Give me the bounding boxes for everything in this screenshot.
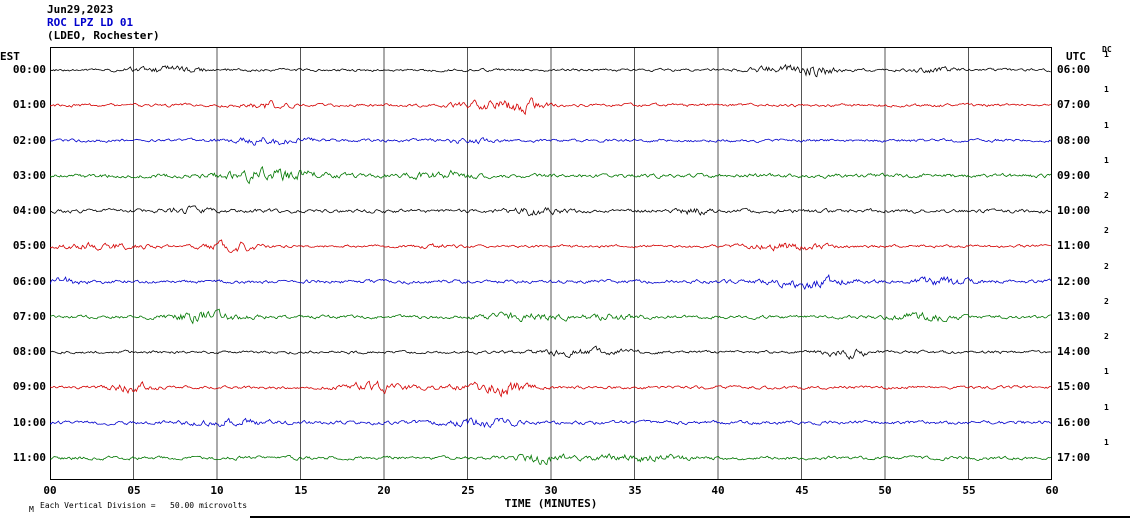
utc-hour-label: 09:00 xyxy=(1057,169,1091,182)
seismic-trace xyxy=(50,205,1051,217)
helicorder-plot xyxy=(50,47,1052,480)
seismic-trace xyxy=(50,274,1052,291)
seismic-trace xyxy=(50,97,1051,116)
dc-column-label: DC xyxy=(1102,45,1112,54)
utc-hour-label: 15:00 xyxy=(1057,380,1091,393)
scale-note: Each Vertical Division = 50.00 microvolt… xyxy=(40,501,248,510)
est-hour-label: 03:00 xyxy=(12,169,46,182)
x-tick-label: 50 xyxy=(878,484,892,497)
bottom-edge-line xyxy=(250,516,1130,518)
right-timezone-label: UTC xyxy=(1066,50,1086,63)
utc-hour-label: 08:00 xyxy=(1057,134,1091,147)
seismic-trace xyxy=(50,239,1051,254)
utc-hour-label: 16:00 xyxy=(1057,416,1091,429)
x-tick-label: 25 xyxy=(461,484,475,497)
x-tick-label: 35 xyxy=(628,484,642,497)
x-tick-label: 20 xyxy=(377,484,391,497)
utc-hour-label: 14:00 xyxy=(1057,345,1091,358)
seismic-trace xyxy=(50,380,1051,398)
plot-border xyxy=(50,47,1052,480)
est-hour-label: 10:00 xyxy=(12,416,46,429)
dc-value: 1 xyxy=(1104,156,1109,165)
x-tick-label: 00 xyxy=(43,484,57,497)
x-tick-label: 60 xyxy=(1045,484,1059,497)
seismic-trace xyxy=(50,308,1051,325)
date-label: Jun29,2023 xyxy=(47,3,114,16)
est-hour-label: 05:00 xyxy=(12,239,46,252)
x-tick-label: 45 xyxy=(795,484,809,497)
est-hour-label: 00:00 xyxy=(12,63,46,76)
x-tick-label: 55 xyxy=(962,484,976,497)
seismic-trace xyxy=(50,417,1052,429)
dc-value: 2 xyxy=(1104,226,1109,235)
dc-value: 1 xyxy=(1104,403,1109,412)
seismic-trace xyxy=(50,165,1052,185)
dc-value: 2 xyxy=(1104,332,1109,341)
dc-value: 1 xyxy=(1104,367,1109,376)
network-label: (LDEO, Rochester) xyxy=(47,29,160,42)
utc-hour-label: 17:00 xyxy=(1057,451,1091,464)
seismic-trace xyxy=(50,137,1052,146)
scale-marker: M xyxy=(29,505,34,514)
utc-hour-label: 06:00 xyxy=(1057,63,1091,76)
x-axis-title: TIME (MINUTES) xyxy=(504,497,598,510)
est-hour-label: 04:00 xyxy=(12,204,46,217)
est-hour-label: 07:00 xyxy=(12,310,46,323)
dc-value: 1 xyxy=(1104,85,1109,94)
x-tick-label: 15 xyxy=(294,484,308,497)
est-hour-label: 02:00 xyxy=(12,134,46,147)
dc-value: 1 xyxy=(1104,438,1109,447)
x-tick-label: 30 xyxy=(544,484,558,497)
dc-value: 1 xyxy=(1104,50,1109,59)
est-hour-label: 09:00 xyxy=(12,380,46,393)
left-timezone-label: EST xyxy=(0,50,20,63)
utc-hour-label: 13:00 xyxy=(1057,310,1091,323)
x-tick-label: 10 xyxy=(210,484,224,497)
est-hour-label: 11:00 xyxy=(12,451,46,464)
x-tick-label: 05 xyxy=(127,484,141,497)
seismic-trace xyxy=(50,63,1051,78)
est-hour-label: 06:00 xyxy=(12,275,46,288)
x-tick-label: 40 xyxy=(711,484,725,497)
seismic-trace xyxy=(50,453,1051,466)
dc-value: 2 xyxy=(1104,297,1109,306)
est-hour-label: 01:00 xyxy=(12,98,46,111)
utc-hour-label: 12:00 xyxy=(1057,275,1091,288)
station-label: ROC LPZ LD 01 xyxy=(47,16,134,29)
seismic-trace xyxy=(50,345,1051,360)
dc-value: 2 xyxy=(1104,191,1109,200)
utc-hour-label: 07:00 xyxy=(1057,98,1091,111)
utc-hour-label: 11:00 xyxy=(1057,239,1091,252)
dc-value: 1 xyxy=(1104,121,1109,130)
dc-value: 2 xyxy=(1104,262,1109,271)
est-hour-label: 08:00 xyxy=(12,345,46,358)
utc-hour-label: 10:00 xyxy=(1057,204,1091,217)
